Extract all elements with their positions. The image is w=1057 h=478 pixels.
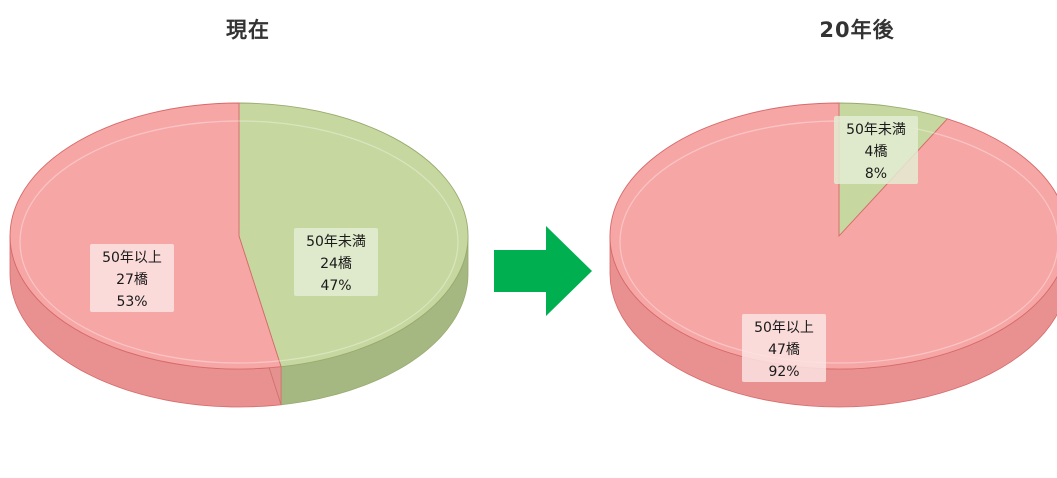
pie-slice-over-50-years	[9, 102, 282, 370]
pie-chart-20-years-later: 50年未満 4橋 8% 50年以上 47橋 92%	[609, 102, 1057, 408]
slice-percent-label: 47%	[320, 278, 351, 294]
pie-chart-current: 50年未満 24橋 47% 50年以上 27橋 53%	[9, 102, 469, 408]
slice-percent-label: 92%	[768, 364, 799, 380]
slice-percent-label: 8%	[865, 166, 887, 182]
slice-category-label: 50年以上	[754, 320, 814, 336]
slice-category-label: 50年以上	[102, 250, 162, 266]
slice-label-box	[294, 228, 378, 296]
slice-category-label: 50年未満	[846, 122, 906, 138]
slice-label-box	[834, 116, 918, 184]
slice-label-box	[90, 244, 174, 312]
slice-count-label: 27橋	[116, 272, 148, 288]
pie-highlight	[19, 120, 459, 364]
chart-title-current: 現在	[226, 18, 270, 42]
right-arrow-icon	[494, 226, 592, 316]
slice-percent-label: 53%	[116, 294, 147, 310]
slice-count-label: 4橋	[865, 144, 888, 160]
slice-count-label: 24橋	[320, 256, 352, 272]
chart-title-20-years-later: 20年後	[819, 18, 895, 42]
slice-count-label: 47橋	[768, 342, 800, 358]
slice-label-box	[742, 314, 826, 382]
slice-category-label: 50年未満	[306, 234, 366, 250]
